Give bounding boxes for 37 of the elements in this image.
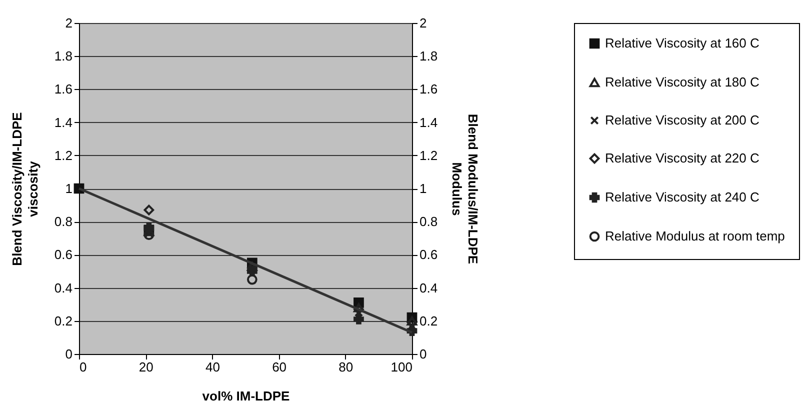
legend-label: Relative Viscosity at 200 C [605, 112, 760, 128]
y-tick-label: 1.6 [54, 82, 72, 97]
y-tick-label: 1 [65, 181, 72, 196]
x-tick-label: 100 [390, 360, 412, 374]
y2-tick-label: 0.2 [420, 313, 438, 328]
y2-tick-label: 2 [420, 16, 427, 30]
y2-tick-label: 0.4 [420, 280, 438, 296]
y-tick-label: 0 [65, 346, 72, 362]
legend-label: Relative Viscosity at 180 C [605, 74, 760, 90]
y-tick-label: 0.4 [54, 280, 72, 296]
legend-label: Relative Viscosity at 160 C [605, 36, 760, 50]
y-tick-label: 1.4 [54, 114, 72, 130]
x-tick-label: 20 [138, 360, 154, 374]
y-tick-label: 0.2 [54, 313, 72, 328]
y-tick-label: 1.8 [54, 48, 72, 64]
y2-tick-label: 1.6 [420, 82, 438, 97]
legend-label: Relative Modulus at room temp [605, 228, 785, 244]
y2-tick-label: 1.2 [420, 148, 438, 163]
x-tick-label: 0 [80, 360, 87, 374]
x-tick-label: 40 [205, 360, 220, 374]
x-axis-title: vol% IM-LDPE [202, 388, 290, 404]
y-axis-title: Blend Viscosity/IM-LDPE viscosity [9, 112, 40, 266]
x-tick-label: 80 [338, 360, 354, 374]
legend-label: Relative Viscosity at 240 C [605, 190, 760, 204]
y-tick-label: 0.8 [54, 214, 72, 230]
y2-tick-label: 1.8 [420, 48, 438, 64]
y2-tick-label: 1.4 [420, 114, 438, 130]
y-tick-label: 2 [65, 16, 72, 30]
y2-axis-title: Blend Modulus/IM-LDPE Modulus [450, 114, 481, 264]
legend-label: Relative Viscosity at 220 C [605, 150, 760, 166]
y2-tick-label: 0 [420, 346, 427, 362]
y2-tick-label: 1 [420, 181, 427, 196]
y-tick-label: 1.2 [54, 148, 72, 163]
x-tick-label: 60 [272, 360, 287, 374]
y-tick-label: 0.6 [54, 247, 72, 262]
y2-tick-label: 0.6 [420, 247, 438, 262]
y2-tick-label: 0.8 [420, 214, 438, 230]
